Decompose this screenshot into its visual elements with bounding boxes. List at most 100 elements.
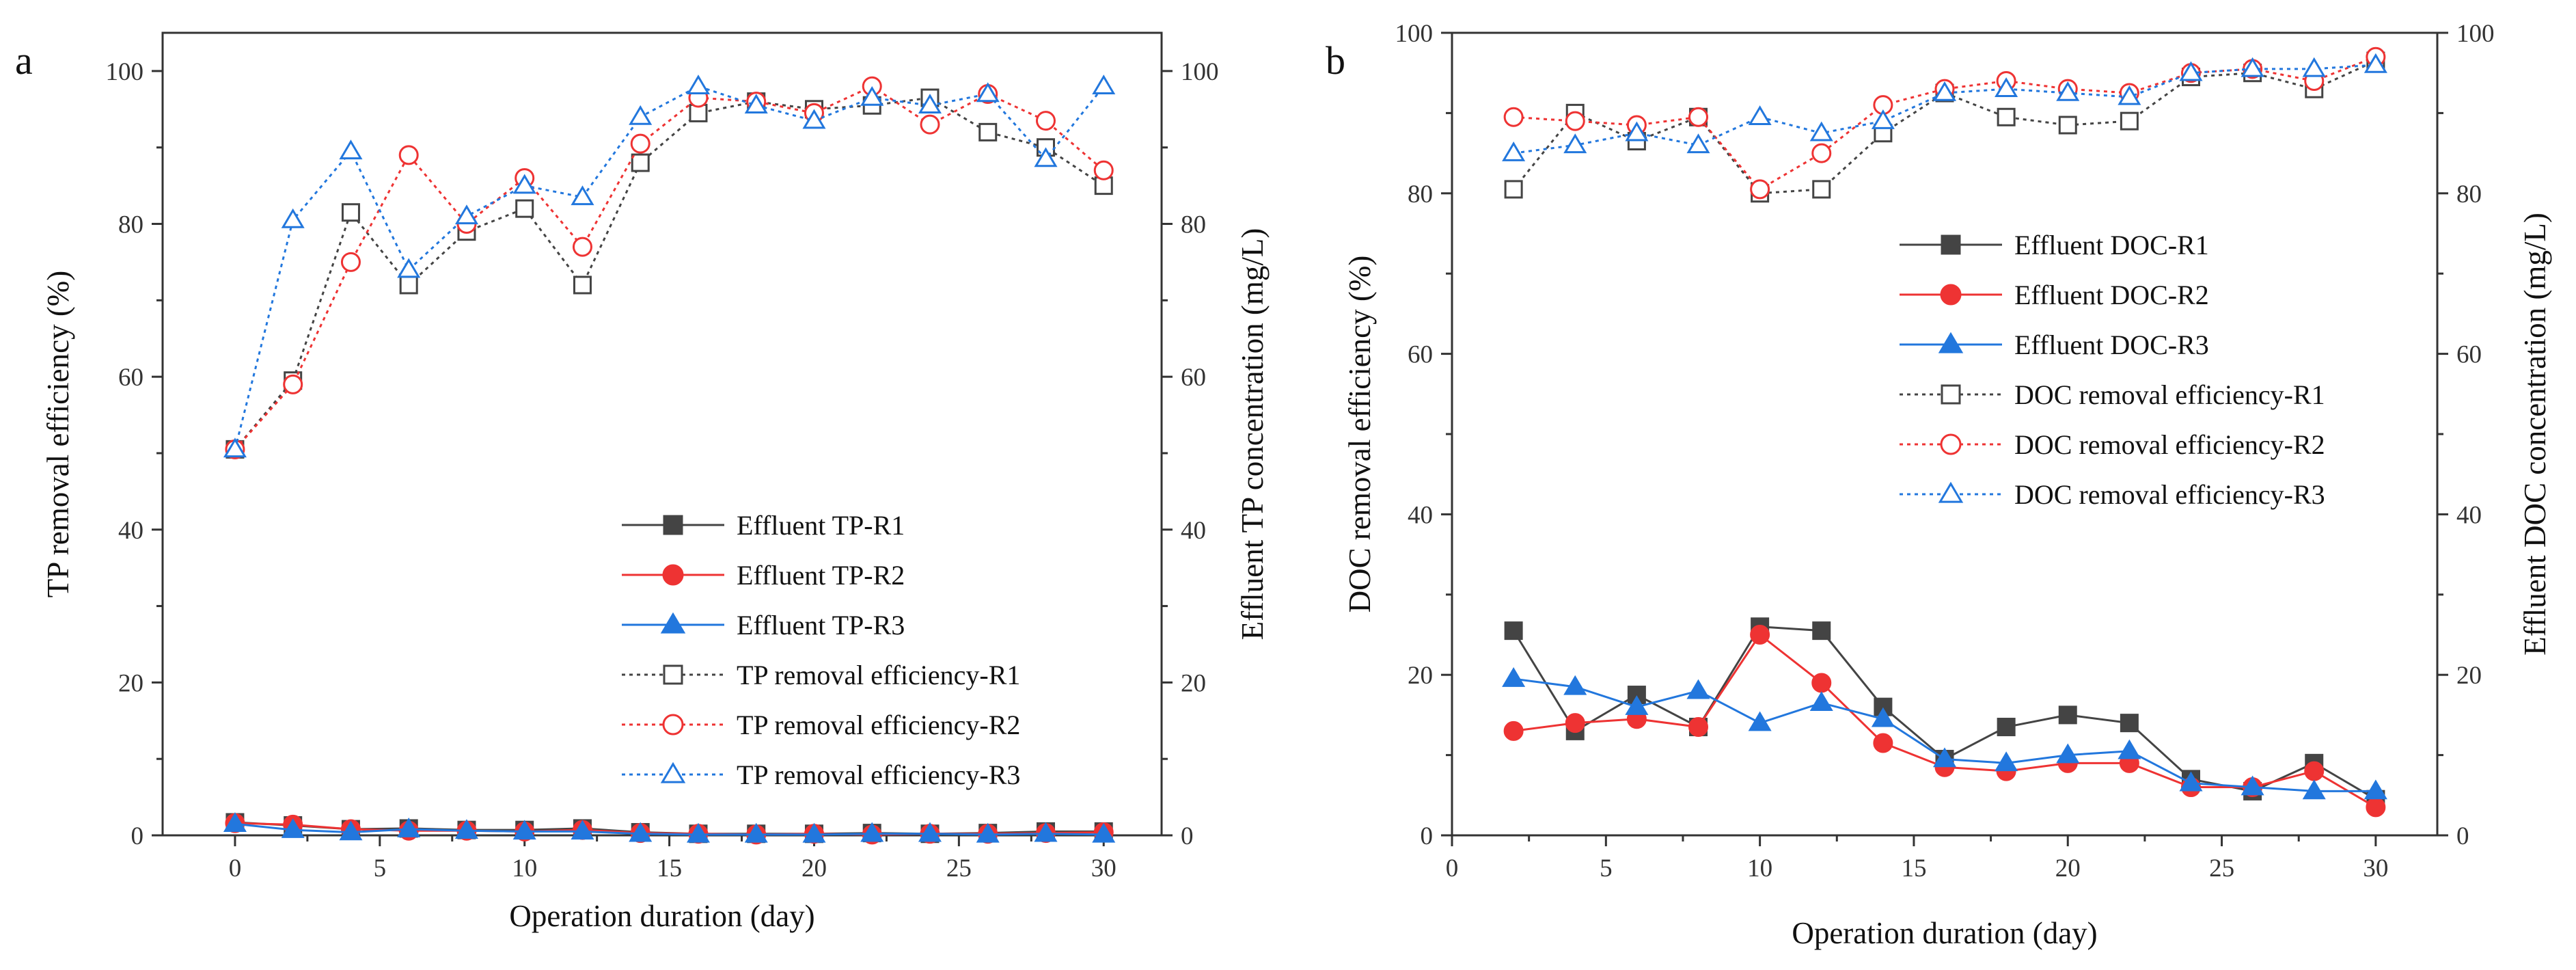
data-point — [1809, 691, 1833, 712]
y-right-tick-label: 80 — [2456, 180, 2482, 208]
panel-label: a — [15, 38, 33, 83]
data-point — [1812, 621, 1831, 641]
x-tick-label: 15 — [1901, 854, 1926, 883]
y-right-tick-label: 60 — [2456, 341, 2482, 369]
data-point — [744, 822, 768, 843]
series-tp-removal-efficiency-r3 — [223, 75, 1116, 458]
x-tick-label: 20 — [2055, 854, 2081, 883]
legend: Effluent TP-R1 Effluent TP-R2 Effluent TP-… — [622, 510, 1020, 790]
data-point — [1504, 180, 1523, 199]
data-point — [571, 185, 594, 206]
data-point — [1502, 142, 1526, 161]
data-point — [281, 208, 305, 228]
data-point — [1092, 822, 1116, 843]
data-point — [573, 275, 592, 295]
x-tick-label: 25 — [946, 854, 972, 883]
series-line — [1513, 55, 2376, 191]
legend: Effluent DOC-R1 Effluent DOC-R2 Effluent D… — [1900, 230, 2325, 510]
data-point — [2302, 57, 2326, 77]
x-tick-label: 30 — [2363, 854, 2388, 883]
data-point — [2056, 81, 2080, 101]
data-point — [341, 203, 360, 222]
y-right-axis-label: Effluent TP concentration (mg/L) — [1235, 228, 1270, 641]
legend-marker — [1940, 433, 1962, 455]
series-line — [234, 85, 1105, 450]
data-point — [2179, 61, 2203, 81]
data-point — [1686, 679, 1710, 699]
data-point — [2302, 779, 2326, 800]
y-right-tick-label: 40 — [1181, 517, 1206, 545]
data-point — [1565, 111, 1585, 131]
data-point — [1563, 675, 1587, 695]
data-point — [2241, 57, 2264, 77]
y-right-tick-label: 40 — [2456, 501, 2482, 529]
data-point — [920, 114, 940, 135]
legend-label: Effluent TP-R1 — [737, 510, 905, 541]
legend-label: TP removal efficiency-R3 — [737, 759, 1020, 790]
y-right-tick-label: 0 — [1181, 822, 1194, 850]
y-left-tick-label: 100 — [1395, 20, 1434, 48]
data-point — [2058, 705, 2077, 725]
y-left-tick-label: 40 — [118, 517, 143, 545]
y-right-tick-label: 80 — [1181, 211, 1206, 239]
legend-marker — [662, 564, 684, 586]
series-doc-removal-efficiency-r3 — [1502, 53, 2387, 161]
data-point — [1995, 77, 2018, 97]
data-point — [1688, 107, 1708, 127]
data-point — [2366, 797, 2386, 818]
chart-panel-a: 0 5 10 15 20 25 30 0 20 40 60 80 100 0 20 40 60 80 100 Oper… — [15, 31, 1270, 933]
legend-marker — [663, 515, 683, 535]
legend-label: TP removal efficiency-R2 — [737, 710, 1020, 740]
data-point — [1625, 695, 1649, 715]
series-line — [234, 822, 1104, 836]
series-tp-removal-efficiency-r1 — [225, 88, 1113, 459]
data-point — [398, 145, 419, 165]
data-point — [1932, 747, 1957, 768]
data-point — [571, 820, 594, 840]
x-tick-label: 10 — [512, 854, 537, 883]
y-left-tick-label: 20 — [118, 669, 143, 697]
data-point — [686, 822, 710, 843]
x-axis-label: Operation duration (day) — [509, 899, 814, 933]
data-point — [1748, 711, 1772, 731]
data-point — [340, 252, 361, 272]
y-left-tick-label: 20 — [1408, 662, 1433, 690]
y-right-tick-label: 20 — [1181, 669, 1206, 697]
data-point — [1688, 717, 1708, 738]
data-point — [1563, 133, 1587, 154]
data-point — [223, 437, 247, 458]
y-left-tick-label: 80 — [118, 211, 143, 239]
y-right-tick-label: 100 — [2456, 20, 2495, 48]
y-right-tick-label: 100 — [1181, 58, 1219, 86]
legend-marker — [660, 612, 686, 634]
x-tick-label: 30 — [1091, 854, 1116, 883]
x-tick-label: 10 — [1747, 854, 1772, 883]
y-right-tick-label: 0 — [2456, 822, 2469, 850]
data-point — [1504, 621, 1523, 641]
data-point — [1502, 666, 1526, 687]
x-tick-label: 5 — [1600, 854, 1613, 883]
legend-label: Effluent DOC-R3 — [2014, 329, 2209, 360]
data-point — [339, 820, 363, 841]
data-point — [397, 817, 421, 837]
data-point — [1997, 107, 2016, 126]
legend-label: DOC removal efficiency-R2 — [2014, 429, 2325, 460]
data-point — [1093, 160, 1114, 180]
legend-marker — [1940, 284, 1962, 306]
data-point — [2058, 116, 2077, 135]
x-axis-label: Operation duration (day) — [1792, 916, 2097, 950]
x-tick-label: 20 — [801, 854, 827, 883]
data-point — [1997, 718, 2016, 737]
data-point — [918, 94, 942, 113]
legend-label: Effluent TP-R2 — [737, 560, 905, 591]
legend-label: Effluent DOC-R1 — [2014, 230, 2209, 260]
data-point — [1809, 121, 1833, 142]
data-point — [397, 258, 421, 278]
x-tick-label: 0 — [1446, 854, 1459, 883]
legend-marker — [662, 714, 684, 736]
legend-marker — [1938, 481, 1964, 503]
legend-marker — [1938, 332, 1964, 353]
data-point — [629, 105, 653, 125]
data-point — [283, 374, 303, 394]
y-left-tick-label: 40 — [1408, 501, 1433, 529]
